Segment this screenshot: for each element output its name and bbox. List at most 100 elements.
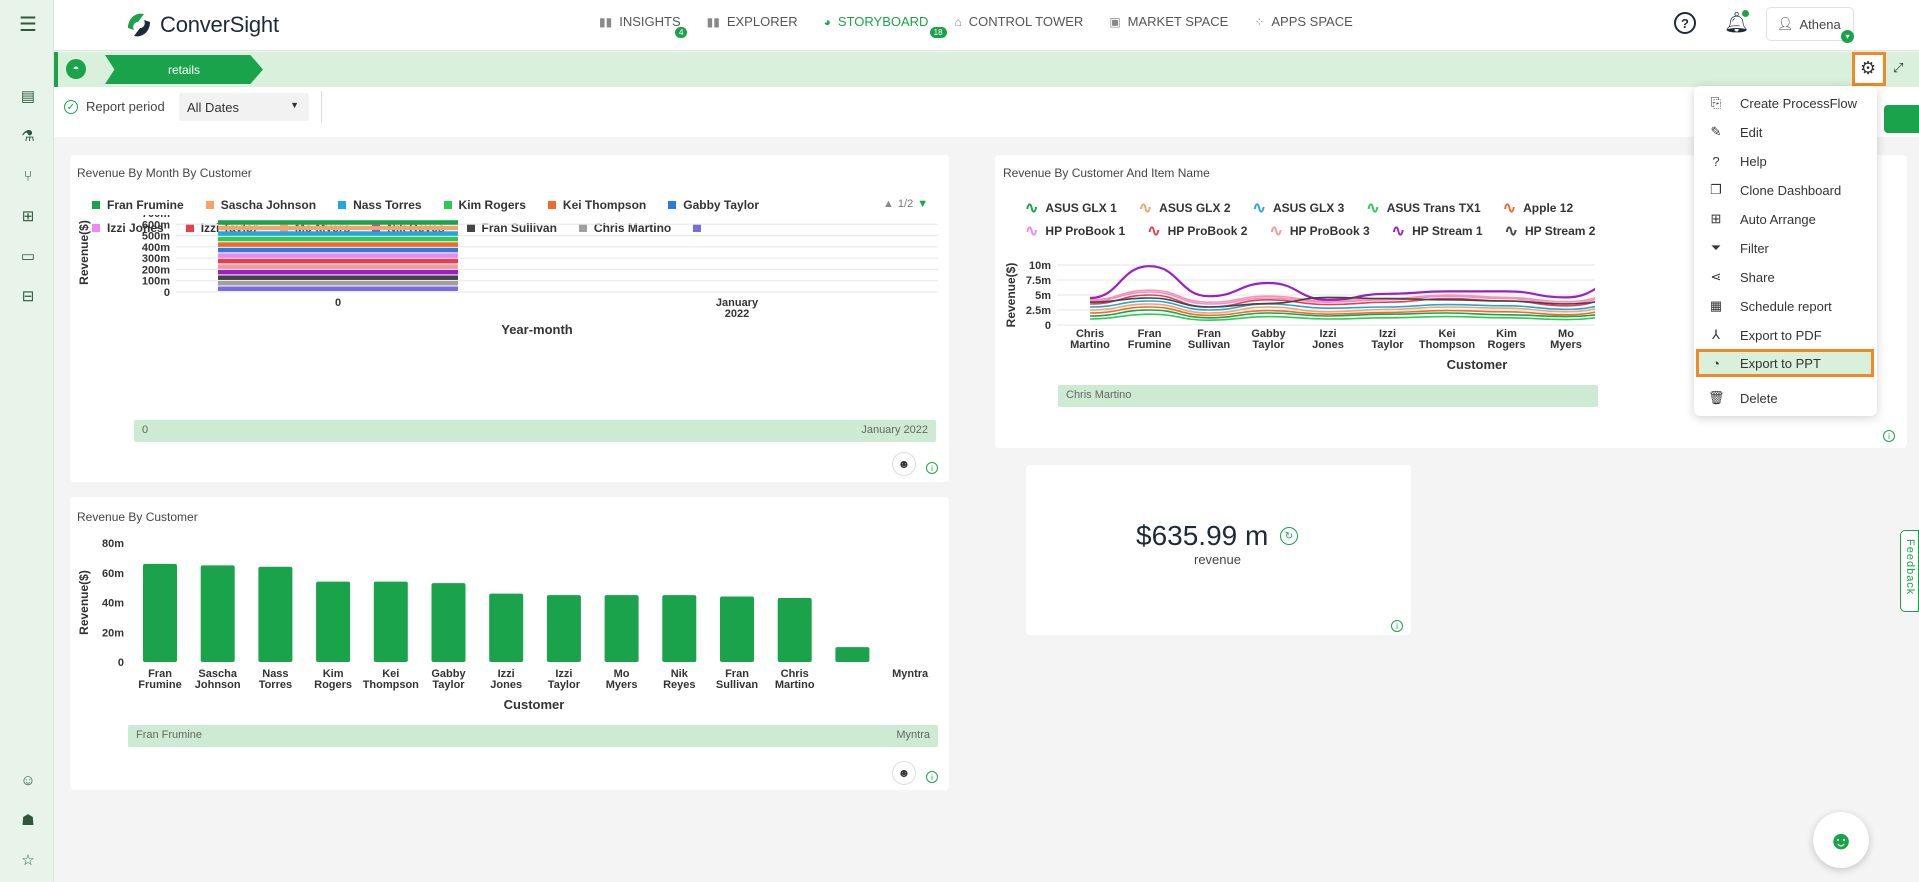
legend-item[interactable]: ∿ HP Stream 1: [1392, 221, 1483, 241]
storyboard-tab-retails[interactable]: retails: [105, 55, 263, 84]
settings-button[interactable]: ⚙: [1852, 52, 1886, 86]
legend-item[interactable]: ∿ ASUS Trans TX1: [1366, 198, 1480, 218]
chart-card-revenue-by-customer: Revenue By Customer 0 20m 40m 60m 80m Revenue…: [70, 497, 949, 790]
menu-item-help[interactable]: ? Help: [1708, 150, 1766, 172]
user-menu-button[interactable]: 👤︎ Athena: [1766, 7, 1854, 41]
legend-item[interactable]: ∿ ASUS GLX 1: [1025, 198, 1117, 218]
x-tick-label: Frumine: [138, 679, 181, 691]
legend-item[interactable]: Gabby Taylor: [668, 198, 759, 212]
bot-icon[interactable]: ☻: [892, 761, 916, 785]
users-icon[interactable]: ☗: [21, 812, 35, 829]
legend-item[interactable]: ∿ ASUS GLX 2: [1139, 198, 1231, 218]
legend-swatch: [547, 201, 556, 209]
bar: [604, 595, 639, 662]
legend-item[interactable]: Izzi Jones: [92, 221, 164, 235]
legend-swatch: [92, 201, 100, 209]
nav-market-space[interactable]: ▣ MARKET SPACE: [1109, 14, 1228, 29]
branch-icon[interactable]: ⑂: [23, 167, 33, 185]
x-tick-label: Thompson: [363, 679, 419, 691]
legend-swatch: ∿: [1252, 200, 1266, 217]
menu-item-delete[interactable]: 🗑︎ Delete: [1708, 387, 1778, 409]
help-icon[interactable]: ?: [1674, 12, 1696, 34]
brand-logo[interactable]: ConverSight: [124, 10, 279, 40]
hierarchy-icon[interactable]: ⊞: [21, 208, 35, 225]
nav-storyboard[interactable]: ◕ STORYBOARD 18: [823, 14, 947, 38]
legend-item[interactable]: Fran Frumine: [92, 198, 184, 212]
arrow-down-icon[interactable]: ▼: [917, 198, 929, 210]
legend-item[interactable]: ∿ HP ProBook 3: [1269, 221, 1369, 241]
range-slider[interactable]: 0 January 2022: [134, 420, 936, 442]
date-select[interactable]: All Dates ▼: [179, 93, 309, 121]
bar-segment: [218, 247, 458, 253]
org-chart-icon[interactable]: ⊟: [21, 288, 35, 305]
flask-icon[interactable]: ⚗: [21, 128, 35, 145]
storyboard-home-icon[interactable]: ◓: [66, 59, 86, 79]
refresh-icon[interactable]: ↻: [1280, 527, 1298, 545]
processflow-icon: ⎘: [1710, 95, 1722, 110]
check-icon[interactable]: ✓: [64, 100, 78, 114]
menu-item-schedule-report[interactable]: ▦ Schedule report: [1708, 295, 1832, 317]
legend-pager[interactable]: ▲ 1/2 ▼: [883, 198, 928, 210]
menu-item-edit[interactable]: ✎ Edit: [1708, 121, 1763, 143]
legend-item[interactable]: Sascha Johnson: [205, 198, 316, 212]
bar: [200, 565, 235, 662]
legend-item[interactable]: ∿ HP ProBook 2: [1147, 221, 1247, 241]
legend-swatch: ∿: [1504, 223, 1518, 240]
legend-row: Fran Frumine Sascha Johnson Nass Torres Kim…: [92, 198, 781, 212]
tower-icon: ⌂: [954, 14, 962, 29]
bar-segment: [218, 231, 458, 236]
nav-apps-space[interactable]: ⁘ APPS SPACE: [1254, 14, 1352, 29]
info-icon[interactable]: i: [1391, 620, 1403, 632]
nav-insights[interactable]: ▮▮ INSIGHTS 4: [599, 14, 688, 38]
menu-item-export-to-pdf[interactable]: ⅄ Export to PDF: [1708, 324, 1822, 346]
user-status-chevron-icon[interactable]: ▾: [1841, 30, 1854, 43]
y-tick-label: 0: [118, 657, 124, 669]
bot-icon[interactable]: ☻: [892, 452, 916, 476]
presentation-icon[interactable]: ▭: [20, 248, 36, 265]
menu-item-label: Filter: [1740, 240, 1769, 256]
legend-item[interactable]: [693, 221, 708, 235]
legend-item[interactable]: Nass Torres: [338, 198, 422, 212]
arrow-up-icon[interactable]: ▲: [883, 198, 894, 210]
legend-item[interactable]: ∿ HP Stream 2: [1505, 221, 1596, 241]
info-icon[interactable]: i: [926, 771, 938, 783]
series-line: [1089, 313, 1595, 322]
slider-start: Chris Martino: [1066, 389, 1132, 401]
series-line: [1089, 300, 1595, 311]
storyboard-icon: ◕: [823, 14, 831, 29]
nav-explorer[interactable]: ▮▮ EXPLORER: [707, 14, 798, 29]
x-tick-label: Mo: [1558, 328, 1574, 340]
feedback-tab[interactable]: Feedback: [1900, 530, 1919, 612]
menu-item-auto-arrange[interactable]: ⊞ Auto Arrange: [1708, 208, 1816, 230]
menu-item-export-to-ppt[interactable]: ◔ Export to PPT: [1696, 349, 1874, 377]
info-icon[interactable]: i: [926, 462, 938, 474]
range-slider[interactable]: Chris Martino: [1058, 385, 1598, 407]
bot-icon[interactable]: ☺: [20, 771, 36, 789]
assistant-bot-button[interactable]: ☻: [1813, 812, 1869, 868]
legend-item[interactable]: Kim Rogers: [443, 198, 526, 212]
legend-item[interactable]: Kei Thompson: [547, 198, 646, 212]
series-line: [1089, 265, 1595, 301]
expand-icon[interactable]: ⤢: [1893, 60, 1904, 75]
x-tick-label: Sullivan: [716, 679, 758, 691]
hamburger-menu-icon[interactable]: ☰: [19, 13, 37, 36]
legend-item[interactable]: ∿ Apple 12: [1503, 198, 1573, 218]
menu-item-create-processflow[interactable]: ⎘ Create ProcessFlow: [1708, 92, 1857, 114]
star-icon[interactable]: ☆: [21, 852, 35, 869]
bell-icon[interactable]: 🔔︎: [1724, 12, 1750, 34]
x-tick-label: Izzi: [498, 668, 515, 680]
range-slider[interactable]: Fran Frumine Myntra: [128, 725, 938, 747]
legend-item[interactable]: ∿ HP ProBook 1: [1025, 221, 1125, 241]
x-tick-label: Taylor: [432, 679, 465, 691]
x-tick-label: Fran: [725, 668, 749, 680]
action-button-partial[interactable]: [1884, 105, 1919, 133]
info-icon[interactable]: i: [1883, 430, 1895, 442]
y-tick-label: 10m: [1029, 260, 1051, 272]
menu-item-filter[interactable]: ⏷ Filter: [1708, 237, 1769, 259]
menu-item-clone-dashboard[interactable]: ❐ Clone Dashboard: [1708, 179, 1841, 201]
report-icon[interactable]: ▤: [20, 88, 36, 105]
nav-control-tower[interactable]: ⌂ CONTROL TOWER: [954, 14, 1083, 29]
bar: [720, 596, 754, 662]
legend-item[interactable]: ∿ ASUS GLX 3: [1253, 198, 1345, 218]
menu-item-share[interactable]: ⋖ Share: [1708, 266, 1775, 288]
